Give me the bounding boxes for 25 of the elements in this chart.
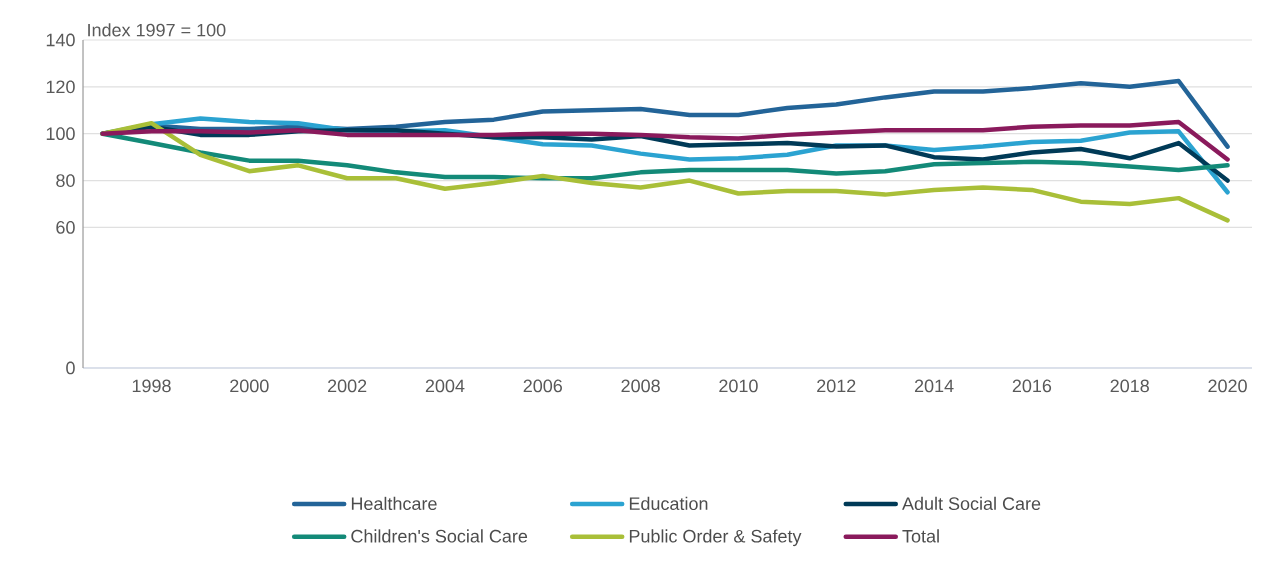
x-tick-label: 2016 (1012, 379, 1052, 393)
legend-label: Total (902, 529, 939, 543)
legend-label: Children's Social Care (351, 529, 528, 543)
y-tick-label: 140 (46, 33, 75, 47)
y-tick-label: 120 (46, 80, 75, 94)
x-tick-label: 2012 (817, 379, 856, 393)
x-tick-label: 2014 (914, 379, 954, 393)
x-tick-label: 2020 (1208, 379, 1247, 393)
x-tick-label: 2018 (1110, 379, 1149, 393)
x-tick-label: 2002 (328, 379, 367, 393)
x-tick-label: 2004 (425, 379, 465, 393)
x-tick-label: 2008 (621, 379, 660, 393)
x-tick-label: 1998 (132, 379, 171, 393)
legend-label: Public Order & Safety (629, 529, 802, 547)
y-tick-label: 60 (56, 221, 75, 234)
legend-label: Education (629, 496, 708, 511)
x-tick-label: 2010 (719, 379, 758, 393)
legend-label: Adult Social Care (902, 496, 1041, 511)
y-tick-label: 0 (66, 361, 75, 375)
y-tick-label: 80 (56, 174, 75, 187)
y-axis-title: Index 1997 = 100 (88, 23, 226, 37)
legend-label: Healthcare (351, 496, 437, 511)
x-tick-label: 2006 (523, 379, 562, 393)
x-tick-label: 2000 (230, 379, 269, 393)
y-tick-label: 100 (46, 127, 75, 141)
